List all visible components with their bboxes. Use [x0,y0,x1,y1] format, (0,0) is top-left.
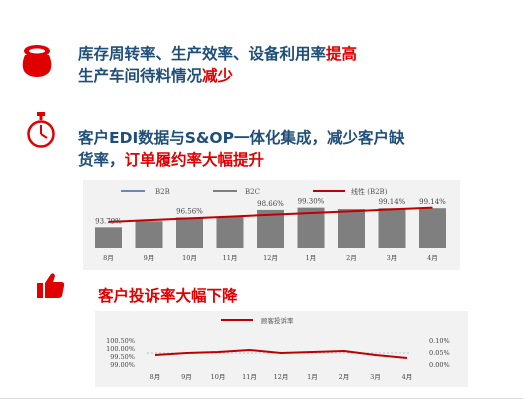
complaint-rate-line [154,348,408,359]
section2-line2: 货率，订单履约率大幅提升 [78,150,264,170]
fulfillment-chart: B2B B2C 线性 (B2B) 93.79% 96.56% 98.66% 99.30… [83,180,460,270]
x-tick-label: 9月 [144,254,155,262]
thumbs-up-icon [36,270,66,300]
x-tick-label: 12月 [274,373,289,381]
section1-line2-text: 生产车间待料情况 [78,67,203,85]
bar-b2b [135,221,163,248]
left-axis-tick: 99.00% [110,361,135,369]
data-label: 96.56% [176,207,203,215]
x-tick-label: 3月 [387,254,398,262]
x-tick-label: 3月 [370,373,381,381]
complaint-chart-svg: 顾客投诉率 100.50%100.00%99.50%99.00% 0.10% 0.… [106,316,450,381]
section2-line2-text: 货率， [78,151,125,169]
right-axis-tick: 0.05% [429,349,450,357]
x-tick-label: 1月 [306,254,317,262]
bar-b2b [216,216,244,248]
section2-line2-highlight: 订单履约率大幅提升 [124,151,265,169]
x-tick-label: 8月 [103,254,114,262]
x-tick-label: 2月 [346,254,357,262]
x-tick-label: 10月 [182,254,197,262]
x-tick-label: 11月 [242,373,257,381]
x-tick-label: 1月 [307,373,318,381]
right-axis-tick: 0.10% [429,337,450,345]
bar-b2b [338,209,365,248]
section3-text: 客户投诉率大幅下降 [98,287,238,305]
left-axis-tick: 100.50% [106,337,135,345]
section1-line2: 生产车间待料情况减少 [78,66,233,86]
data-label: 93.79% [95,217,122,225]
data-label: 99.30% [298,198,325,206]
data-label: 98.66% [257,200,284,208]
x-tick-label: 2月 [339,373,350,381]
fulfillment-chart-svg: B2B B2C 线性 (B2B) 93.79% 96.56% 98.66% 99.30… [95,187,446,262]
section1-line1-text: 库存周转率、生产效率、设备利用率 [78,45,327,63]
bottom-divider [0,398,523,399]
x-tick-label: 9月 [181,373,192,381]
bar-b2b [95,227,122,248]
x-tick-label: 4月 [402,373,413,381]
complaint-chart: 顾客投诉率 100.50% 100.00% 99.50% 99.00% 0.10% 0.… [95,311,468,387]
legend-trend-label: 线性 (B2B) [351,187,388,196]
section1-line1-highlight: 提高 [326,45,358,63]
x-tick-label: 8月 [150,373,161,381]
section2-line1: 客户EDI数据与S&OP一体化集成，减少客户缺 [78,129,405,147]
left-axis-tick: 100.00% [106,345,135,353]
money-bag-icon [18,42,56,78]
bar-b2b [378,208,406,248]
left-axis-tick: 99.50% [110,353,135,361]
section1-line1: 库存周转率、生产效率、设备利用率提高 [78,44,357,64]
x-tick-label: 4月 [427,254,438,262]
section1-line2-highlight: 减少 [202,67,234,85]
x-tick-label: 12月 [263,254,278,262]
right-axis-tick: 0.00% [429,361,450,369]
data-label: 99.14% [419,198,446,206]
data-label: 99.14% [379,198,406,206]
x-tick-label: 10月 [211,373,226,381]
bar-b2b [257,209,284,248]
x-tick-label: 11月 [223,254,238,262]
stopwatch-icon [26,112,56,150]
bar-b2b [176,217,203,248]
complaint-chart-legend-label: 顾客投诉率 [261,316,294,325]
trend-line-b2b [108,206,433,223]
legend-b2b-label: B2B [155,188,170,196]
bar-b2b [419,208,446,248]
legend-b2c-label: B2C [245,188,260,196]
